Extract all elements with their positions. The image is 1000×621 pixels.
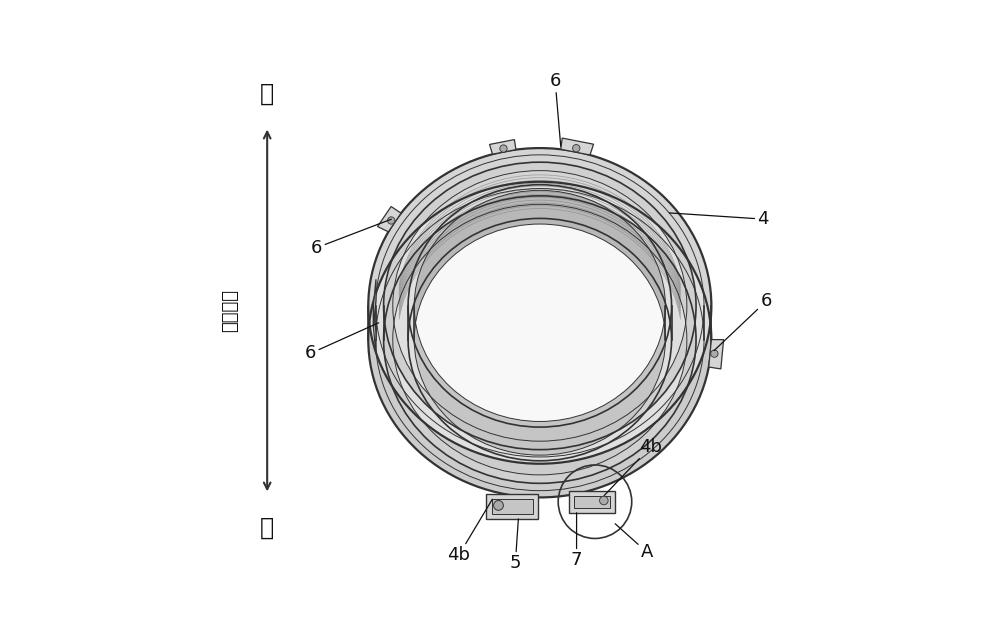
- Ellipse shape: [414, 224, 665, 455]
- Text: 5: 5: [510, 519, 521, 573]
- Text: 6: 6: [311, 219, 391, 256]
- Text: 6: 6: [714, 292, 772, 351]
- Polygon shape: [378, 207, 401, 232]
- Polygon shape: [373, 306, 376, 354]
- Polygon shape: [368, 306, 711, 497]
- Polygon shape: [486, 494, 538, 519]
- Text: 4b: 4b: [447, 499, 492, 564]
- Polygon shape: [384, 162, 696, 450]
- Circle shape: [711, 350, 718, 357]
- Text: 4b: 4b: [604, 438, 662, 496]
- Polygon shape: [384, 196, 696, 483]
- Text: A: A: [615, 524, 653, 561]
- Text: 6: 6: [549, 72, 561, 146]
- Polygon shape: [368, 148, 711, 340]
- Circle shape: [600, 496, 608, 505]
- Circle shape: [388, 217, 395, 224]
- Polygon shape: [492, 499, 533, 514]
- Polygon shape: [373, 279, 376, 327]
- Text: 4: 4: [669, 210, 769, 228]
- Polygon shape: [489, 140, 516, 154]
- Polygon shape: [709, 340, 724, 369]
- Ellipse shape: [414, 191, 665, 422]
- Circle shape: [573, 145, 580, 152]
- Text: 7: 7: [571, 513, 582, 569]
- Text: 后: 后: [260, 81, 274, 105]
- Polygon shape: [574, 496, 610, 508]
- Ellipse shape: [368, 148, 711, 464]
- Ellipse shape: [368, 182, 711, 497]
- Text: 6: 6: [305, 323, 379, 363]
- Text: 前: 前: [260, 516, 274, 540]
- Circle shape: [500, 145, 507, 152]
- Polygon shape: [569, 491, 615, 513]
- Polygon shape: [414, 191, 665, 340]
- Text: 光轴方向: 光轴方向: [221, 289, 239, 332]
- Circle shape: [494, 501, 503, 510]
- Polygon shape: [414, 306, 665, 455]
- Polygon shape: [561, 138, 594, 155]
